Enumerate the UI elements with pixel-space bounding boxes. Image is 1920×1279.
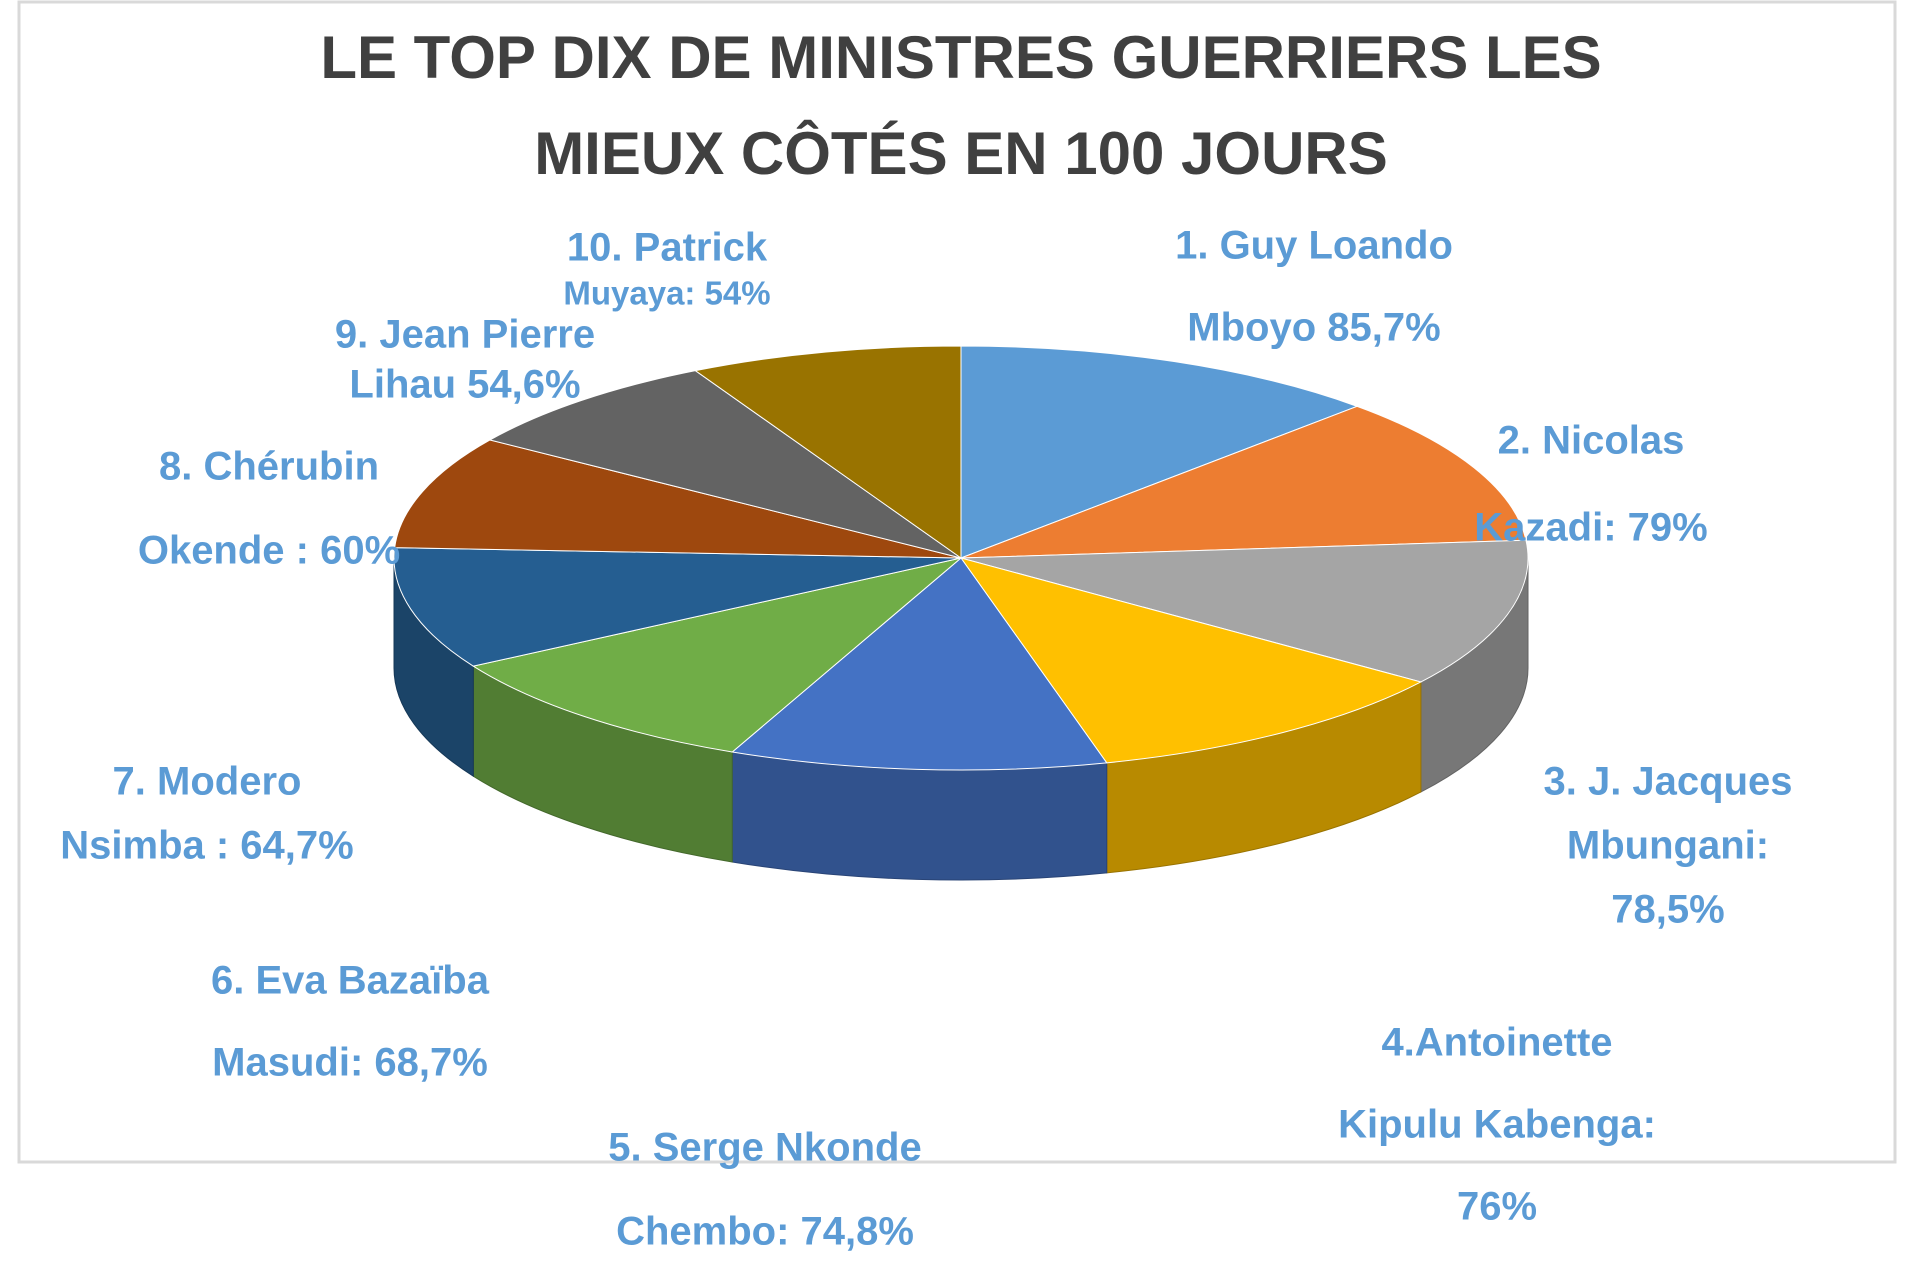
pie-slice [472,557,962,753]
data-label: Kipulu Kabenga: [1338,1103,1656,1147]
data-label: Nsimba : 64,7% [60,824,353,868]
data-label: Mbungani: [1567,824,1769,868]
pie-slice [960,345,1359,559]
data-label: Masudi: 68,7% [212,1041,488,1085]
data-label: 76% [1457,1185,1537,1229]
data-label: Kazadi: 79% [1474,506,1707,550]
pie-slice [694,345,962,559]
data-label: 4.Antoinette [1381,1021,1612,1065]
pie-slice [393,547,962,667]
chart-title: MIEUX CÔTÉS EN 100 JOURS [534,120,1388,187]
pie-slice [488,370,962,559]
pie-slice [394,439,962,559]
data-label: 1. Guy Loando [1175,224,1453,268]
pie-slice [960,539,1529,683]
data-label: Chembo: 74,8% [616,1210,914,1254]
data-label: 2. Nicolas [1498,419,1685,463]
data-label: Mboyo 85,7% [1187,306,1440,350]
pie-slice [959,557,1423,764]
data-label: 10. Patrick [567,226,768,270]
data-label: 3. J. Jacques [1543,760,1792,804]
data-label: Okende : 60% [138,529,400,573]
pie-slice [731,557,1108,771]
data-label: Lihau 54,6% [349,363,580,407]
chart-title: LE TOP DIX DE MINISTRES GUERRIERS LES [320,24,1601,91]
data-label: 6. Eva Bazaïba [211,959,490,1003]
data-label: Muyaya: 54% [563,275,770,312]
data-label: 5. Serge Nkonde [608,1126,921,1170]
data-label: 78,5% [1611,888,1724,932]
pie-side [731,751,1108,881]
data-label: 8. Chérubin [159,445,379,489]
pie-slice [960,405,1527,559]
data-label: 7. Modero [113,760,302,804]
data-label: 9. Jean Pierre [335,313,595,357]
